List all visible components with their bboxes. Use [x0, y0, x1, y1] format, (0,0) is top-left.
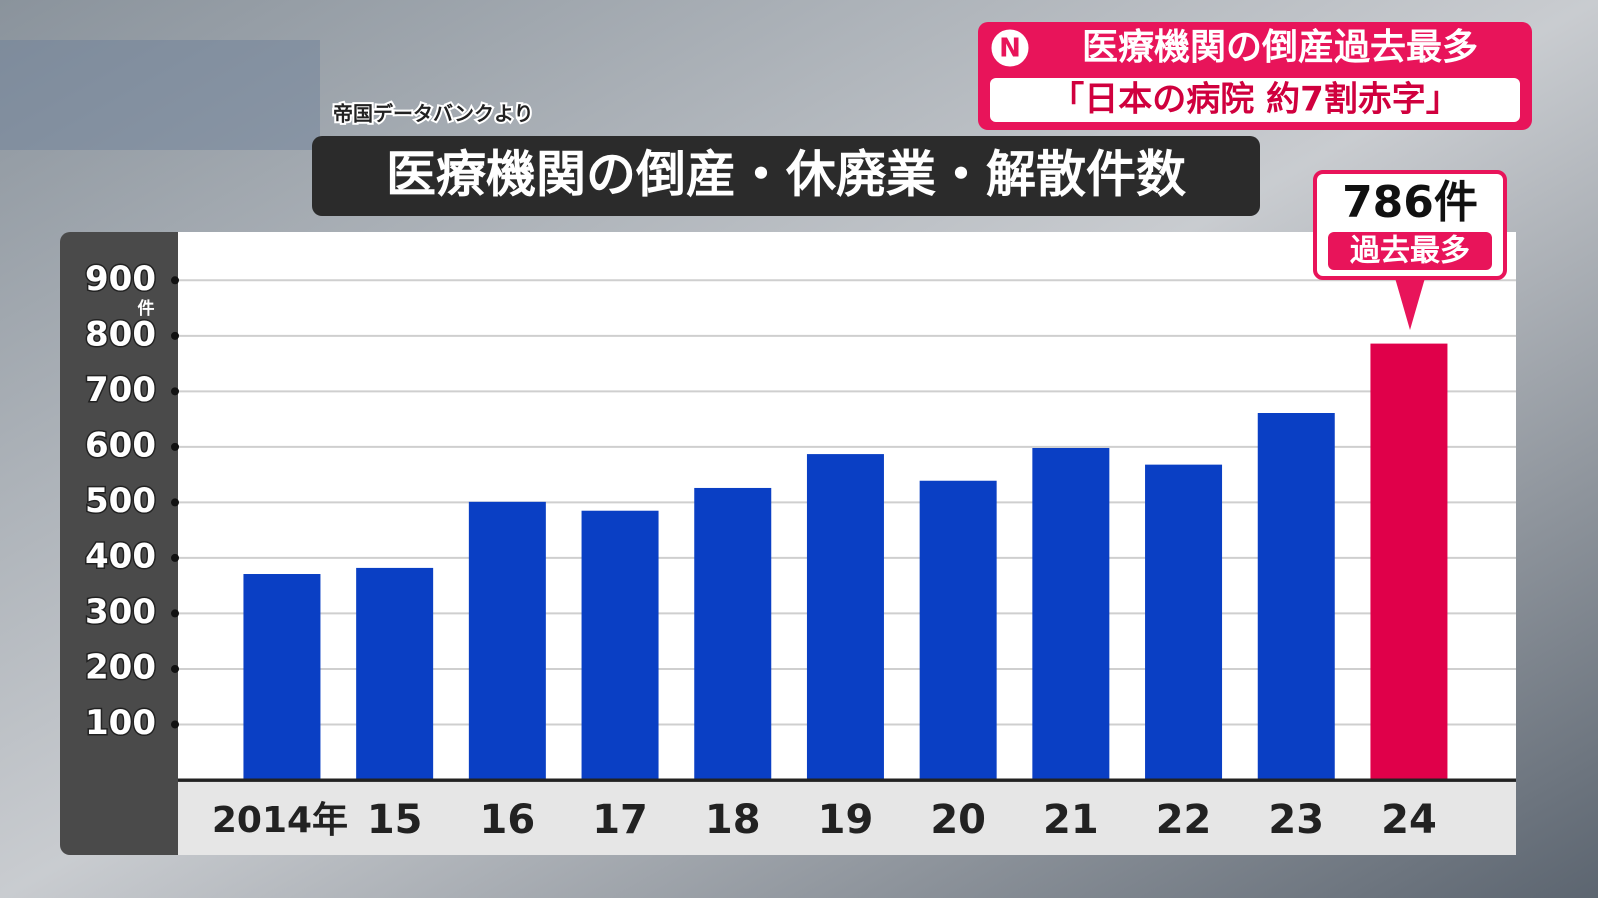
logo-circle [988, 26, 1032, 70]
x-tick-label: 23 [1268, 797, 1324, 843]
y-tick-label: 300 [85, 592, 156, 632]
category-band [178, 782, 1516, 855]
x-tick-label: 19 [818, 797, 874, 843]
x-tick-label: 15 [367, 797, 423, 843]
tick-mark [171, 276, 179, 285]
bar [1145, 464, 1223, 780]
tick-mark [171, 387, 179, 396]
bar [919, 480, 997, 780]
bar [243, 574, 321, 780]
x-tick-label: 17 [592, 797, 648, 843]
y-tick-label: 500 [85, 481, 156, 521]
y-tick-label: 400 [85, 536, 156, 576]
callout-pointer [1395, 278, 1425, 330]
y-unit: 件 [138, 298, 155, 319]
x-tick-label: 24 [1381, 797, 1437, 843]
background-sign [0, 40, 320, 150]
x-tick-label: 21 [1043, 797, 1099, 843]
bar [581, 510, 659, 780]
tick-mark [171, 720, 179, 729]
bar [1032, 447, 1110, 780]
source: 帝国データバンクより [333, 102, 534, 126]
tick-mark [171, 498, 179, 507]
subheadline: 「日本の病院 約7割赤字」 [1050, 80, 1460, 120]
bar [806, 454, 884, 780]
annotation-box [1328, 232, 1492, 270]
y-tick-label: 200 [85, 647, 156, 687]
bar [1370, 343, 1448, 780]
x-tick-label: 22 [1156, 797, 1212, 843]
y-tick-label: 700 [85, 370, 156, 410]
tick-mark [171, 609, 179, 618]
logo: N [999, 34, 1021, 64]
x-tick-label: 20 [930, 797, 986, 843]
title-box [312, 136, 1260, 216]
y-tick-label: 100 [85, 703, 156, 743]
bar [694, 487, 772, 780]
headline: 医療機関の倒産過去最多 [1082, 27, 1478, 68]
chart-title: 医療機関の倒産・休廃業・解散件数 [386, 146, 1186, 204]
bar [468, 501, 546, 780]
annotation: 過去最多 [1350, 234, 1470, 269]
tick-mark [171, 664, 179, 673]
tick-mark [171, 331, 179, 340]
y-tick-label: 900 [85, 259, 156, 299]
y-tick-label: 600 [85, 425, 156, 465]
x-tick-label: 2014年 [212, 800, 348, 841]
tick-mark [171, 442, 179, 451]
x-tick-label: 16 [480, 797, 536, 843]
bar [356, 567, 434, 780]
bar [1257, 413, 1335, 780]
y-tick-label: 800 [85, 314, 156, 354]
tick-mark [171, 553, 179, 562]
x-tick-label: 18 [705, 797, 761, 843]
value-label: 786件 [1342, 177, 1478, 228]
subheadline-box [990, 78, 1520, 122]
